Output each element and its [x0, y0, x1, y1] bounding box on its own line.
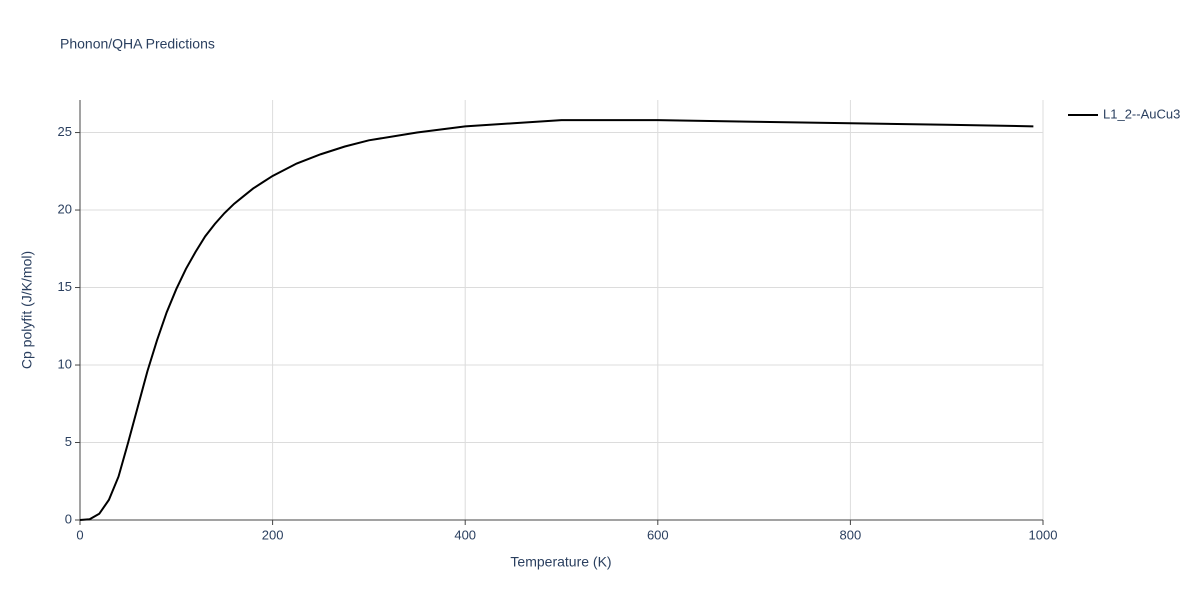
chart-title: Phonon/QHA Predictions	[60, 36, 215, 52]
x-axis-label: Temperature (K)	[510, 554, 611, 570]
x-tick-label: 0	[76, 527, 83, 542]
line	[79, 119, 1034, 521]
x-tick-label: 800	[840, 527, 862, 542]
y-tick-label: 15	[58, 279, 72, 294]
x-tick-label: 400	[454, 527, 476, 542]
y-tick-label: 20	[58, 201, 72, 216]
x-tick-label: 200	[262, 527, 284, 542]
y-tick-label: 0	[65, 511, 72, 526]
legend-label: L1_2--AuCu3	[1103, 106, 1180, 121]
x-tick-label: 600	[647, 527, 669, 542]
y-tick-label: 10	[58, 356, 72, 371]
y-tick-label: 5	[65, 434, 72, 449]
x-tick-label: 1000	[1029, 527, 1058, 542]
y-tick-label: 25	[58, 124, 72, 139]
y-axis-label: Cp polyfit (J/K/mol)	[19, 251, 35, 369]
